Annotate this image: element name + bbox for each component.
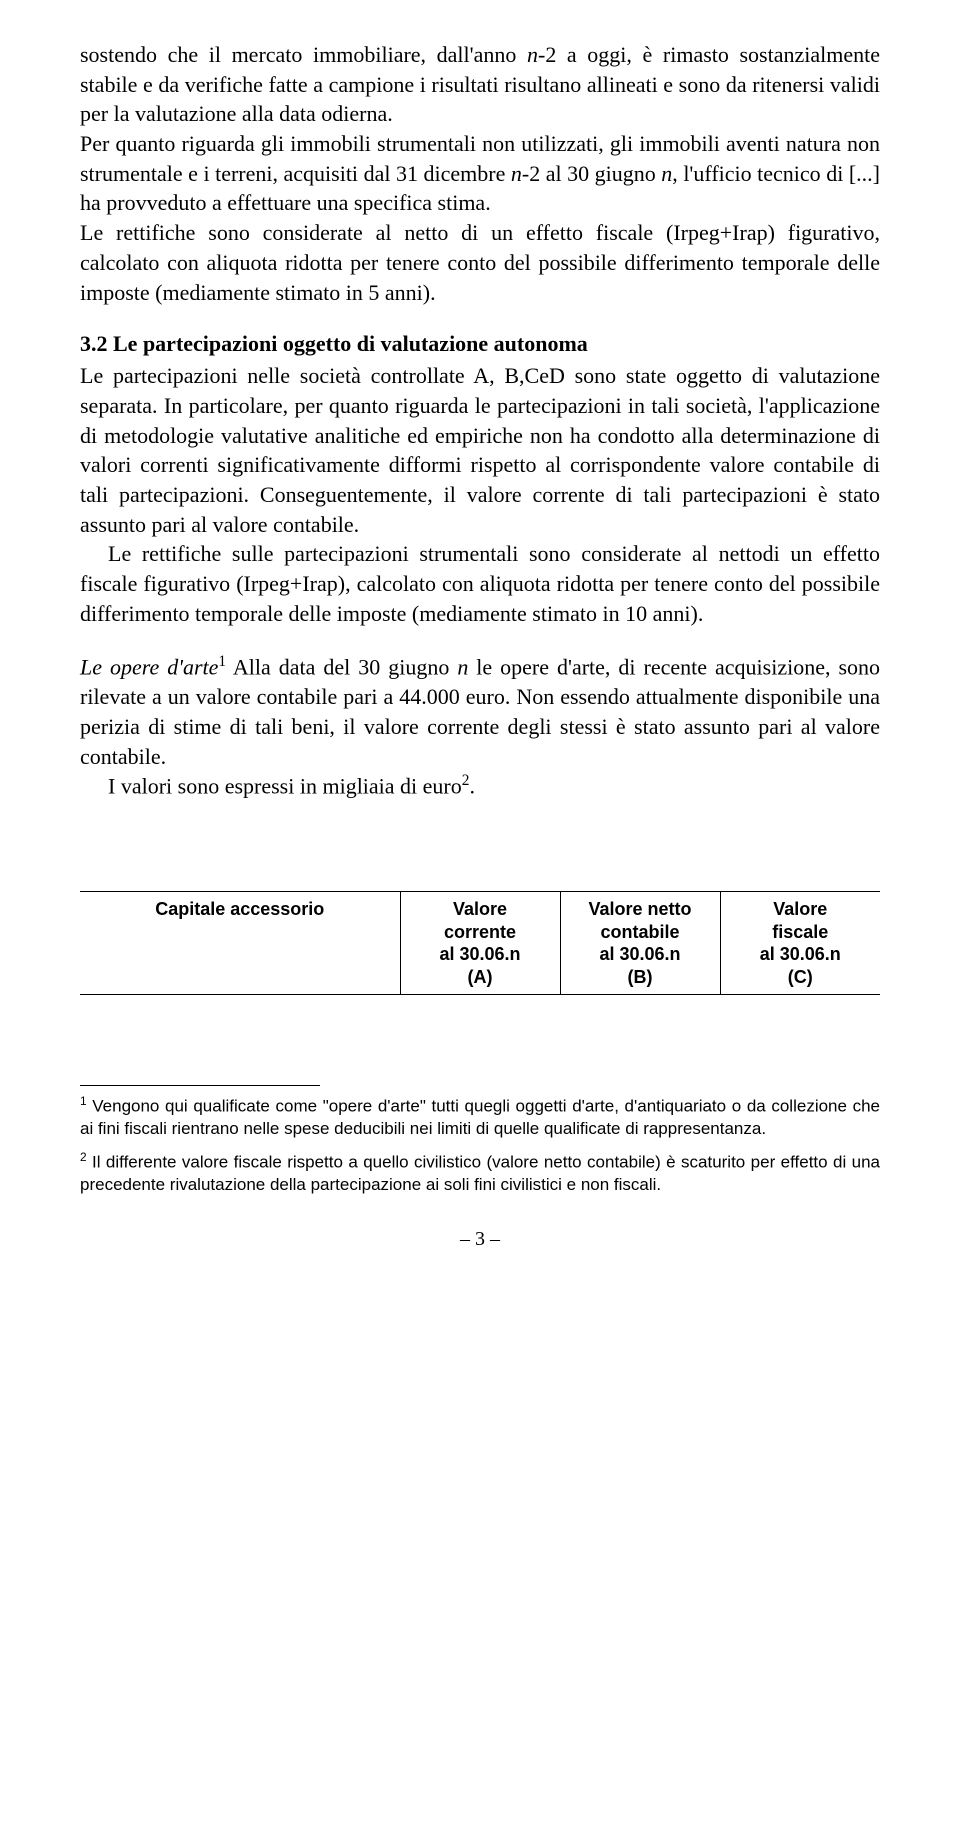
para4-text: Le partecipazioni nelle società controll… bbox=[80, 363, 880, 536]
para2-ital1: n bbox=[511, 161, 522, 186]
para5-text: Le rettifiche sulle partecipazioni strum… bbox=[80, 539, 880, 628]
footnote-2: 2 Il differente valore fiscale rispetto … bbox=[80, 1150, 880, 1196]
th-col2-l1: Valore bbox=[453, 899, 507, 919]
th-col4-l3: al 30.06.n bbox=[760, 944, 841, 964]
section-heading: 3.2 Le partecipazioni oggetto di valutaz… bbox=[80, 331, 880, 357]
fn2-sup: 2 bbox=[80, 1150, 87, 1164]
para1-ital: n bbox=[527, 42, 538, 67]
page-container: sostendo che il mercato immobiliare, dal… bbox=[0, 0, 960, 1301]
footnote-1: 1 Vengono qui qualificate come "opere d'… bbox=[80, 1094, 880, 1140]
para2-ital2: n bbox=[661, 161, 672, 186]
paragraph-block-2: Le partecipazioni nelle società controll… bbox=[80, 361, 880, 628]
para6-ital2: n bbox=[457, 655, 468, 680]
para3-text: Le rettifiche sono considerate al netto … bbox=[80, 220, 880, 304]
th-col3-l4: (B) bbox=[628, 967, 653, 987]
para6-ital1: Le opere d'arte bbox=[80, 655, 218, 680]
th-col2-l3: al 30.06.n bbox=[439, 944, 520, 964]
th-col3: Valore netto contabile al 30.06.n (B) bbox=[560, 892, 720, 995]
table-header-row: Capitale accessorio Valore corrente al 3… bbox=[80, 892, 880, 995]
paragraph-block-1: sostendo che il mercato immobiliare, dal… bbox=[80, 40, 880, 307]
table-container: Capitale accessorio Valore corrente al 3… bbox=[80, 891, 880, 995]
page-number: – 3 – bbox=[80, 1228, 880, 1251]
para6-text1: Alla data del 30 giugno bbox=[226, 655, 457, 680]
para7-text1: I valori sono espressi in migliaia di eu… bbox=[108, 774, 462, 799]
th-col3-l1: Valore netto bbox=[588, 899, 691, 919]
th-col3-l2: contabile bbox=[600, 922, 679, 942]
footnote-separator bbox=[80, 1085, 320, 1086]
th-col4-l1: Valore bbox=[773, 899, 827, 919]
th-col2: Valore corrente al 30.06.n (A) bbox=[400, 892, 560, 995]
th-col1-label: Capitale accessorio bbox=[155, 899, 324, 919]
th-col4-l2: fiscale bbox=[772, 922, 828, 942]
th-col1: Capitale accessorio bbox=[80, 892, 400, 995]
fn2-text: Il differente valore fiscale rispetto a … bbox=[80, 1153, 880, 1194]
para6-sup: 1 bbox=[218, 653, 226, 670]
paragraph-block-3: Le opere d'arte1 Alla data del 30 giugno… bbox=[80, 652, 880, 801]
th-col4: Valore fiscale al 30.06.n (C) bbox=[720, 892, 880, 995]
para2-text2: -2 al 30 giugno bbox=[522, 161, 661, 186]
fn1-text: Vengono qui qualificate come "opere d'ar… bbox=[80, 1097, 880, 1138]
th-col3-l3: al 30.06.n bbox=[599, 944, 680, 964]
th-col2-l2: corrente bbox=[444, 922, 516, 942]
para7-text2: . bbox=[469, 774, 475, 799]
fn1-sup: 1 bbox=[80, 1094, 87, 1108]
capitale-table: Capitale accessorio Valore corrente al 3… bbox=[80, 891, 880, 995]
th-col4-l4: (C) bbox=[788, 967, 813, 987]
para1-text: sostendo che il mercato immobiliare, dal… bbox=[80, 42, 527, 67]
th-col2-l4: (A) bbox=[468, 967, 493, 987]
